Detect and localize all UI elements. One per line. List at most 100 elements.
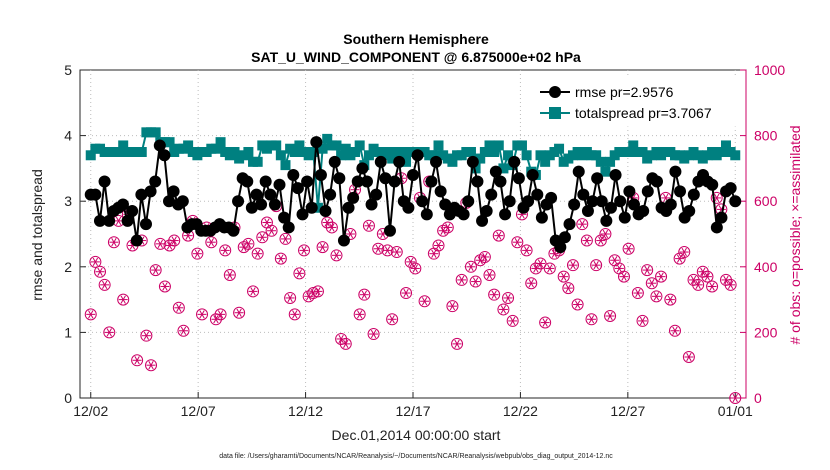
totalspread-point — [484, 140, 495, 151]
y-axis-label: rmse and totalspread — [29, 169, 45, 301]
totalspread-point — [605, 156, 616, 167]
obs-possible-point — [191, 247, 204, 260]
obs-assimilated-point — [118, 295, 128, 304]
obs-assimilated-stroke — [370, 329, 377, 339]
obs-assimilated-stroke — [315, 287, 321, 296]
obs-assimilated-point — [174, 303, 184, 312]
y2-tick-label: 600 — [754, 193, 778, 209]
legend-rmse-label: rmse pr=2.9576 — [575, 84, 674, 100]
rmse-point — [301, 175, 314, 188]
rmse-point — [351, 175, 364, 188]
rmse-point — [618, 211, 631, 224]
obs-possible-point — [724, 278, 737, 291]
legend-box — [535, 77, 743, 127]
obs-possible-point — [562, 282, 575, 295]
obs-assimilated-point — [536, 259, 546, 268]
totalspread-point — [720, 140, 731, 151]
totalspread-point — [493, 140, 504, 151]
totalspread-point — [716, 147, 727, 157]
obs-assimilated-point — [114, 216, 124, 226]
rmse-point — [687, 188, 700, 201]
rmse-point — [333, 172, 346, 185]
obs-possible-point — [358, 288, 371, 301]
obs-assimilated-stroke — [649, 279, 655, 288]
totalspread-point — [521, 150, 532, 161]
obs-possible-point — [168, 234, 181, 247]
rmse-point — [715, 211, 728, 224]
totalspread-point — [113, 147, 124, 157]
rmse-point — [508, 155, 521, 168]
rmse-point — [494, 175, 507, 188]
rmse-point — [360, 175, 373, 188]
obs-assimilated-point — [211, 315, 221, 324]
obs-assimilated-stroke — [676, 254, 683, 263]
rmse-point — [402, 201, 415, 214]
obs-assimilated-point — [577, 220, 587, 229]
totalspread-point — [554, 143, 565, 154]
obs-assimilated-stroke — [403, 288, 409, 298]
obs-possible-point — [89, 255, 102, 268]
obs-assimilated-stroke — [361, 290, 367, 299]
obs-assimilated-point — [679, 247, 689, 257]
obs-assimilated-stroke — [500, 305, 507, 314]
obs-assimilated-stroke — [477, 256, 483, 265]
totalspread-point — [516, 140, 527, 151]
obs-assimilated-point — [587, 315, 597, 324]
obs-possible-point — [158, 280, 171, 293]
obs-assimilated-stroke — [106, 328, 112, 337]
obs-possible-point — [557, 270, 570, 283]
obs-assimilated-stroke — [394, 247, 400, 257]
rmse-point — [591, 172, 604, 185]
obs-assimilated-stroke — [134, 356, 140, 365]
rmse-point — [103, 214, 116, 227]
y2-tick-label: 1000 — [754, 62, 785, 78]
obs-possible-point — [585, 313, 598, 326]
totalspread-point — [85, 150, 96, 161]
obs-assimilated-point — [132, 356, 142, 365]
obs-assimilated-stroke — [329, 223, 335, 232]
rmse-point — [568, 198, 581, 211]
obs-assimilated-stroke — [672, 326, 678, 335]
obs-possible-point — [298, 244, 311, 257]
obs-assimilated-stroke — [635, 288, 641, 298]
totalspread-point — [363, 150, 374, 161]
obs-possible-point — [117, 293, 130, 306]
obs-assimilated-stroke — [111, 238, 117, 247]
rmse-point — [526, 168, 539, 181]
obs-assimilated-point — [633, 288, 643, 298]
obs-assimilated-point — [104, 328, 114, 337]
totalspread-point — [229, 147, 240, 157]
obs-assimilated-stroke — [245, 239, 252, 248]
obs-assimilated-stroke — [658, 272, 664, 281]
obs-assimilated-stroke — [667, 295, 674, 304]
obs-assimilated-stroke — [537, 259, 544, 268]
obs-assimilated-stroke — [570, 261, 576, 270]
totalspread-point — [387, 153, 398, 164]
totalspread-point — [479, 147, 490, 157]
obs-possible-point — [386, 313, 399, 326]
rmse-point — [305, 201, 318, 214]
obs-assimilated-stroke — [528, 279, 534, 288]
obs-assimilated-point — [294, 269, 304, 278]
obs-assimilated-point — [466, 262, 476, 271]
obs-possible-point — [279, 232, 292, 245]
rmse-point — [149, 175, 162, 188]
obs-assimilated-point — [248, 287, 258, 296]
obs-possible-point — [604, 310, 617, 322]
totalspread-point — [331, 140, 342, 151]
obs-assimilated-stroke — [292, 310, 298, 319]
obs-assimilated-point — [698, 267, 708, 276]
obs-assimilated-stroke — [454, 339, 460, 349]
y2-tick-label: 200 — [754, 324, 778, 340]
obs-possible-point — [455, 273, 468, 286]
rmse-point — [388, 175, 401, 188]
obs-possible-point — [580, 234, 593, 247]
totalspread-point — [600, 166, 611, 177]
obs-assimilated-stroke — [602, 229, 609, 239]
rmse-point — [370, 188, 383, 201]
y2-axis-label: # of obs: o=possible; ×=assimilated — [787, 125, 803, 344]
obs-assimilated-stroke — [593, 261, 599, 270]
rmse-point — [139, 218, 152, 231]
obs-possible-point — [163, 239, 176, 252]
